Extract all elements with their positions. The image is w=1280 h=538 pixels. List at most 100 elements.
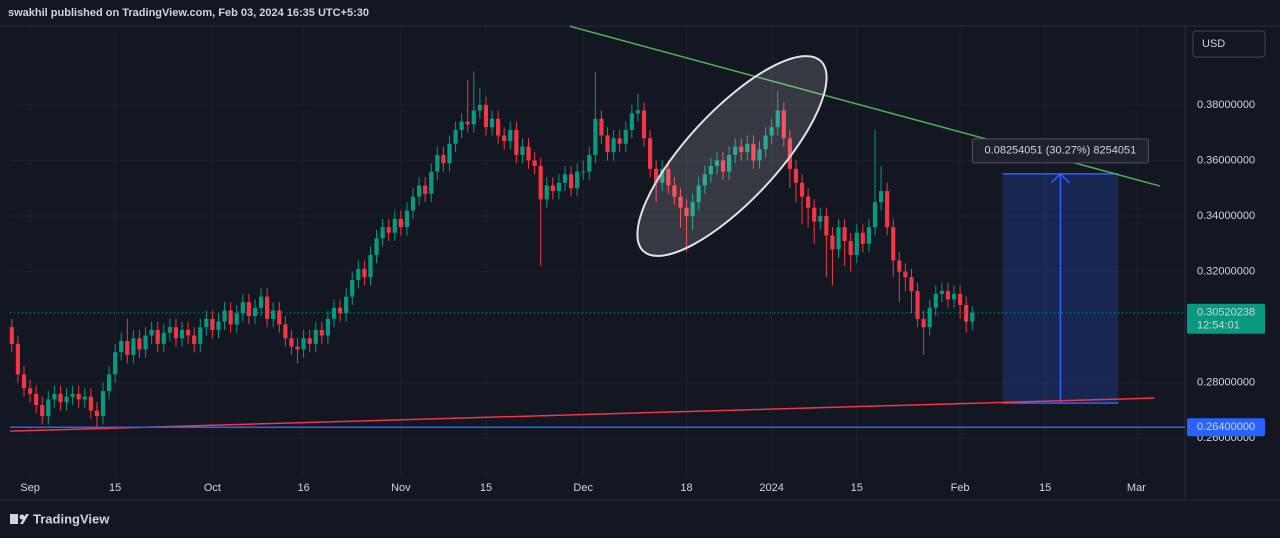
y-tick-label: 0.28000000	[1197, 377, 1255, 389]
candle-body	[380, 227, 385, 239]
candle-body	[386, 227, 391, 233]
candle-body	[799, 182, 805, 197]
logo-mark	[10, 514, 18, 524]
overlay: 0.38000000 0.36000000 0.34000000 0.32000000…	[20, 99, 1265, 494]
x-tick-label: Oct	[204, 482, 221, 494]
candle-body	[775, 110, 780, 128]
horizontal-line-tag	[1187, 418, 1265, 437]
attribution: swakhil published on TradingView.com, Fe…	[8, 7, 369, 19]
candle-body	[587, 154, 592, 172]
candle-body	[641, 110, 647, 139]
candle-body	[483, 104, 489, 128]
candle-body	[271, 310, 276, 319]
candle-body	[453, 129, 458, 144]
candle-body	[556, 182, 562, 192]
candle-body	[605, 135, 610, 153]
candle-body	[119, 341, 124, 353]
candle-body	[167, 327, 172, 333]
candle-body	[599, 118, 604, 136]
x-tick-label: 15	[109, 482, 121, 494]
candle-body	[131, 338, 136, 355]
candle-body	[635, 110, 641, 114]
candle-body	[514, 129, 519, 155]
countdown: 12:54:01	[1197, 320, 1240, 332]
x-tick-label: 2024	[759, 482, 783, 494]
candle-body	[836, 227, 841, 250]
x-tick-label: Mar	[1127, 482, 1146, 494]
candle-body	[82, 396, 87, 400]
candle-body	[927, 307, 932, 328]
currency-label: USD	[1202, 38, 1225, 50]
candle-body	[465, 121, 470, 125]
candle-body	[198, 327, 203, 344]
candle-body	[745, 143, 750, 153]
candle-body	[471, 110, 476, 125]
candle-body	[793, 168, 799, 183]
candle-body	[477, 104, 482, 111]
candle-body	[842, 227, 847, 242]
brand: TradingView	[33, 511, 110, 526]
measure-label-box	[971, 138, 1149, 164]
candle-body	[113, 352, 118, 375]
candle-body	[714, 160, 720, 167]
candle-body	[149, 329, 154, 336]
candle-body	[9, 327, 14, 344]
x-tick-label: Feb	[951, 482, 970, 494]
candle-body	[40, 404, 45, 417]
logo	[10, 514, 29, 524]
x-tick-label: 18	[680, 482, 692, 494]
candle-body	[192, 335, 197, 344]
candle-body	[161, 332, 166, 344]
x-tick-label: Dec	[573, 482, 593, 494]
candle-body	[818, 216, 823, 222]
candle-body	[88, 396, 93, 411]
candle-body	[872, 202, 878, 228]
candle-body	[575, 171, 580, 189]
x-tick-label: 15	[851, 482, 863, 494]
logo-slash	[20, 514, 29, 524]
candle-body	[702, 174, 707, 186]
candle-body	[629, 113, 634, 130]
candle-body	[21, 374, 27, 389]
candle-body	[678, 196, 683, 208]
candle-body	[854, 232, 859, 255]
candle-body	[252, 307, 258, 317]
candle-body	[125, 341, 130, 355]
x-tick-label: 15	[480, 482, 492, 494]
last-price-tag	[1187, 303, 1265, 334]
candle-body	[179, 329, 185, 339]
currency-button[interactable]	[1192, 30, 1266, 58]
candle-body	[416, 185, 422, 197]
candle-body	[508, 129, 513, 142]
candle-body	[690, 202, 695, 217]
candle-body	[295, 346, 300, 350]
candle-body	[143, 335, 148, 350]
candle-body	[933, 293, 938, 308]
candle-body	[945, 291, 951, 300]
candle-body	[538, 166, 543, 200]
candle-body	[708, 166, 713, 175]
candle-body	[325, 318, 331, 336]
candle-body	[878, 191, 884, 203]
candle-body	[331, 307, 337, 319]
candle-body	[277, 310, 282, 325]
candle-body	[70, 393, 75, 397]
candle-body	[885, 191, 890, 228]
candle-body	[350, 279, 355, 297]
candle-body	[957, 293, 963, 305]
candle-body	[337, 307, 343, 314]
candle-body	[915, 291, 920, 319]
candle-body	[733, 146, 738, 155]
candle-body	[447, 143, 452, 164]
candle-body	[496, 118, 501, 136]
candle-body	[307, 338, 312, 344]
candle-body	[617, 138, 622, 144]
candle-body	[404, 210, 410, 228]
candle-body	[210, 318, 215, 330]
candle-body	[356, 268, 361, 280]
candle-body	[568, 174, 574, 189]
candle-body	[301, 338, 306, 350]
candle-body	[787, 138, 792, 169]
